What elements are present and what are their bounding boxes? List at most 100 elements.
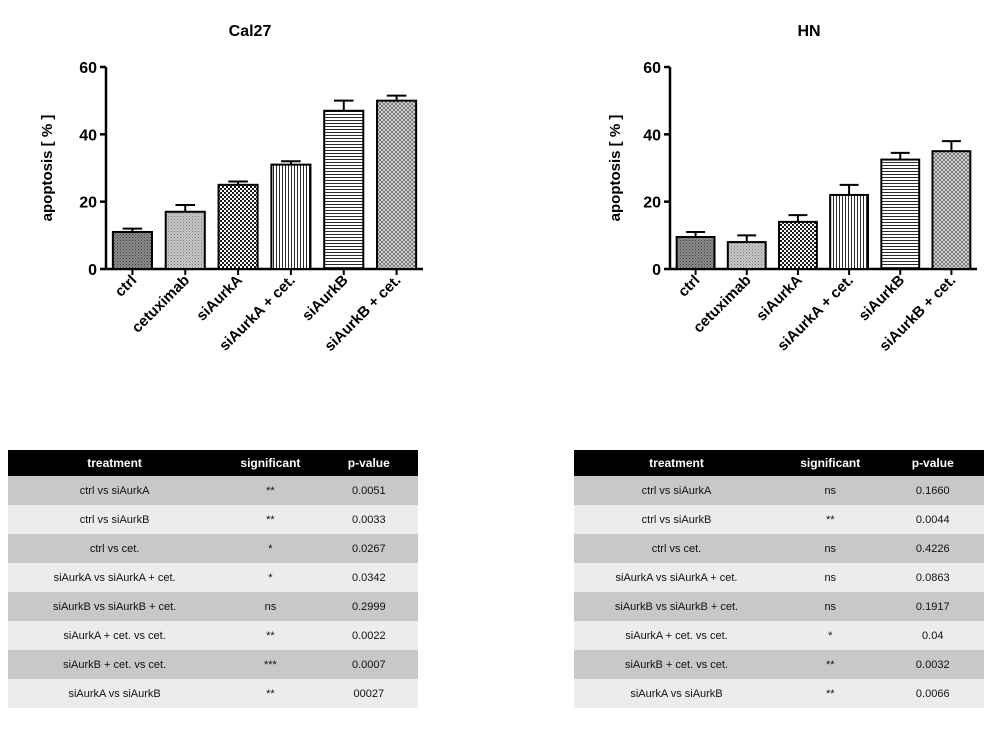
table-row: siAurkA vs siAurkA + cet. * 0.0342 [8,563,418,592]
bar [777,220,818,271]
significance-cell: * [221,563,320,592]
column-header: treatment [8,450,222,476]
p-value-cell: 0.0342 [319,563,418,592]
treatment-cell: siAurkB + cet. vs cet. [8,650,222,679]
x-tick-label: cetuximab [129,272,193,336]
treatment-cell: siAurkA + cet. vs cet. [574,621,779,650]
table-hn: treatment significant p-value ctrl vs siAu… [574,450,984,708]
table-row: siAurkB + cet. vs cet. ** 0.0032 [574,650,984,679]
chart-title: Cal27 [229,23,272,40]
p-value-cell: 0.4226 [881,534,984,563]
significance-cell: ** [779,505,882,534]
significance-cell: ** [779,679,882,708]
significance-cell: ** [221,476,320,505]
treatment-cell: siAurkB + cet. vs cet. [574,650,779,679]
significance-cell: ns [779,563,882,592]
p-value-cell: 00027 [319,679,418,708]
y-tick-label: 60 [643,60,661,77]
significance-cell: ** [221,505,320,534]
p-value-cell: 0.0267 [319,534,418,563]
p-value-cell: 0.0066 [881,679,984,708]
p-value-cell: 0.0033 [319,505,418,534]
significance-cell: *** [221,650,320,679]
treatment-cell: siAurkA vs siAurkA + cet. [574,563,779,592]
bar [829,193,870,270]
treatment-cell: ctrl vs siAurkB [8,505,222,534]
column-header: significant [779,450,882,476]
p-value-cell: 0.0007 [319,650,418,679]
column-header: p-value [881,450,984,476]
p-value-cell: 0.0022 [319,621,418,650]
x-tick-label: siAurkB [855,272,908,325]
treatment-cell: siAurkB vs siAurkB + cet. [574,592,779,621]
significance-cell: * [779,621,882,650]
bar [726,241,767,270]
bar [164,210,206,270]
p-value-cell: 0.0032 [881,650,984,679]
x-tick-label: siAurkA [753,272,806,325]
table-row: ctrl vs siAurkA ** 0.0051 [8,476,418,505]
treatment-cell: siAurkA vs siAurkB [574,679,779,708]
chart-title: HN [797,23,820,40]
treatment-cell: siAurkA vs siAurkA + cet. [8,563,222,592]
x-tick-label: ctrl [675,272,704,301]
treatment-cell: siAurkA + cet. vs cet. [8,621,222,650]
bar [270,163,312,270]
y-axis-label: apoptosis [ % ] [39,115,56,222]
y-tick-label: 20 [79,195,97,212]
significance-cell: ns [779,476,882,505]
y-tick-label: 20 [643,195,661,212]
table-row: siAurkA vs siAurkB ** 0.0066 [574,679,984,708]
chart-cal27: Cal27 apoptosis [ % ] 0 20 40 60 ctrlcetuximab… [39,23,423,355]
significance-cell: ns [779,534,882,563]
y-tick-label: 60 [79,60,97,77]
p-value-cell: 0.0863 [881,563,984,592]
table-row: ctrl vs cet. * 0.0267 [8,534,418,563]
treatment-cell: ctrl vs cet. [8,534,222,563]
p-value-cell: 0.1660 [881,476,984,505]
treatment-cell: ctrl vs siAurkB [574,505,779,534]
bar [675,236,716,270]
table-cal27: treatment significant p-value ctrl vs siAu… [8,450,418,708]
treatment-cell: siAurkA vs siAurkB [8,679,222,708]
table-row: siAurkA + cet. vs cet. ** 0.0022 [8,621,418,650]
table-row: siAurkB + cet. vs cet. *** 0.0007 [8,650,418,679]
significance-cell: ns [221,592,320,621]
column-header: p-value [319,450,418,476]
x-tick-label: ctrl [112,272,141,301]
table-header-row: treatment significant p-value [8,450,418,476]
treatment-cell: ctrl vs siAurkA [8,476,222,505]
y-tick-label: 0 [88,262,97,279]
x-tick-label: siAurkB [299,272,352,325]
column-header: significant [221,450,320,476]
p-value-cell: 0.0051 [319,476,418,505]
y-tick-label: 40 [643,127,661,144]
y-axis-label: apoptosis [ % ] [607,115,624,222]
bar [931,150,972,271]
treatment-cell: siAurkB vs siAurkB + cet. [8,592,222,621]
significance-cell: ns [779,592,882,621]
treatment-cell: ctrl vs siAurkA [574,476,779,505]
bar [880,158,921,270]
table-row: ctrl vs cet. ns 0.4226 [574,534,984,563]
table-row: siAurkB vs siAurkB + cet. ns 0.1917 [574,592,984,621]
p-value-cell: 0.2999 [319,592,418,621]
bar [376,99,418,270]
column-header: treatment [574,450,779,476]
treatment-cell: ctrl vs cet. [574,534,779,563]
y-tick-label: 0 [652,262,661,279]
y-tick-label: 40 [79,127,97,144]
table-row: siAurkA vs siAurkA + cet. ns 0.0863 [574,563,984,592]
x-tick-label: siAurkA [193,272,246,325]
p-value-cell: 0.1917 [881,592,984,621]
significance-cell: ** [221,621,320,650]
bar [111,230,153,270]
significance-cell: ** [221,679,320,708]
table-row: ctrl vs siAurkB ** 0.0044 [574,505,984,534]
p-value-cell: 0.0044 [881,505,984,534]
table-row: ctrl vs siAurkB ** 0.0033 [8,505,418,534]
significance-cell: ** [779,650,882,679]
table-row: siAurkA vs siAurkB ** 00027 [8,679,418,708]
significance-cell: * [221,534,320,563]
